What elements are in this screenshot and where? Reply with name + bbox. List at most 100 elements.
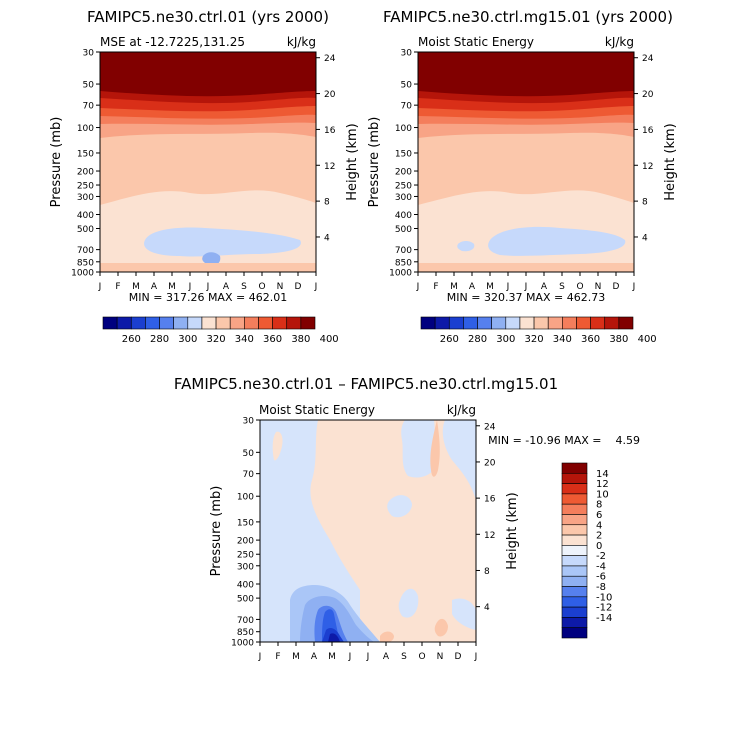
y2-tick-label: 24 (484, 422, 496, 432)
colorbar-label: 320 (525, 334, 544, 345)
y-tick-label: 70 (243, 470, 255, 480)
colorbar-swatch (463, 316, 478, 330)
x-tick-label: M (168, 282, 176, 292)
colorbar-swatch (434, 316, 450, 330)
colorbar-swatch (561, 503, 588, 515)
band-top (418, 52, 634, 97)
colorbar-label: -4 (596, 561, 606, 572)
colorbar-label: 400 (638, 334, 657, 345)
x-tick-label: J (632, 282, 636, 292)
colorbar-label: 280 (150, 334, 169, 345)
colorbar-swatch (618, 316, 634, 330)
colorbar-swatch (547, 316, 563, 330)
colorbar-swatch (604, 316, 620, 330)
colorbar-label: 12 (596, 479, 609, 490)
y2-tick-label: 16 (484, 495, 496, 505)
colorbar-label: 340 (235, 334, 254, 345)
y2-tick-label: 8 (642, 198, 648, 208)
x-tick-label: J (98, 282, 102, 292)
x-tick-label: A (541, 282, 548, 292)
panel-mg15-subtitle-right: kJ/kg (605, 35, 634, 49)
colorbar-swatch (562, 316, 577, 330)
colorbar-swatch (272, 316, 288, 330)
y2-tick-label: 4 (324, 233, 330, 243)
colorbar-swatch (561, 575, 588, 587)
x-tick-label: J (314, 282, 318, 292)
x-tick-label: J (416, 282, 420, 292)
x-tick-label: J (524, 282, 528, 292)
panel-ctrl-title: FAMIPC5.ne30.ctrl.01 (yrs 2000) (87, 8, 329, 26)
colorbar-swatch (561, 606, 588, 618)
colorbar-label: 280 (468, 334, 487, 345)
x-tick-label: D (455, 652, 462, 662)
colorbar-swatch (258, 316, 273, 330)
y-tick-label: 400 (77, 211, 94, 221)
y-tick-label: 50 (401, 81, 413, 91)
y2-tick-label: 20 (324, 90, 336, 100)
band-300-320b (457, 241, 475, 252)
colorbar-label: 320 (207, 334, 226, 345)
band-300-320 (488, 226, 626, 256)
region-pos-band (430, 420, 440, 477)
panel-mg15-title: FAMIPC5.ne30.ctrl.mg15.01 (yrs 2000) (383, 8, 673, 26)
colorbar-label: 4 (596, 520, 602, 531)
x-tick-label: F (433, 282, 438, 292)
colorbar-swatch (173, 316, 189, 330)
x-tick-label: O (258, 282, 265, 292)
colorbar-swatch (187, 316, 203, 330)
x-tick-label: A (223, 282, 230, 292)
panel-mg15-stats: MIN = 320.37 MAX = 462.73 (447, 291, 605, 304)
x-tick-label: F (275, 652, 280, 662)
y-tick-label: 300 (77, 193, 94, 203)
y-tick-label: 100 (77, 124, 94, 134)
panel-diff-ylabel: Pressure (mb) (209, 486, 224, 577)
y-tick-label: 850 (77, 258, 94, 268)
y-tick-label: 300 (395, 193, 412, 203)
panel-ctrl: FAMIPC5.ne30.ctrl.01 (yrs 2000) MSE at -… (49, 8, 360, 345)
x-tick-label: J (506, 282, 510, 292)
region-neg-small (387, 495, 412, 518)
y2-tick-label: 12 (484, 531, 495, 541)
colorbar-swatch (420, 316, 436, 330)
colorbar-swatch (561, 524, 588, 536)
x-tick-label: N (277, 282, 284, 292)
colorbar-swatch (505, 316, 521, 330)
panel-diff-y2label: Height (km) (505, 492, 520, 569)
band-top (100, 52, 316, 97)
y-tick-label: 700 (395, 246, 412, 256)
panel-ctrl-subtitle-left: MSE at -12.7225,131.25 (100, 35, 245, 49)
x-tick-label: F (115, 282, 120, 292)
panel-mg15-field (418, 52, 634, 272)
y2-tick-label: 20 (484, 458, 496, 468)
x-tick-label: A (151, 282, 158, 292)
panel-mg15-y2label: Height (km) (663, 123, 678, 200)
panel-ctrl-subtitle-right: kJ/kg (287, 35, 316, 49)
x-tick-label: J (474, 652, 478, 662)
y2-tick-label: 24 (642, 54, 654, 64)
x-tick-label: M (132, 282, 140, 292)
colorbar-label: 360 (263, 334, 282, 345)
panel-diff-title: FAMIPC5.ne30.ctrl.01 – FAMIPC5.ne30.ctrl… (174, 375, 558, 393)
region-neg-mid (398, 588, 419, 618)
panel-ctrl-ylabel: Pressure (mb) (49, 117, 64, 208)
colorbar-label: 380 (609, 334, 628, 345)
x-tick-label: J (188, 282, 192, 292)
colorbar-label: 400 (320, 334, 339, 345)
colorbar-swatch (561, 586, 588, 598)
y-tick-label: 700 (77, 246, 94, 256)
region-pos-surface-a (380, 631, 394, 642)
colorbar-label: -14 (596, 613, 612, 624)
panel-ctrl-field (100, 52, 316, 272)
x-tick-label: J (258, 652, 262, 662)
x-tick-label: O (576, 282, 583, 292)
y2-tick-label: 12 (324, 162, 335, 172)
y2-tick-label: 16 (642, 126, 654, 136)
x-tick-label: S (241, 282, 247, 292)
colorbar-swatch (286, 316, 302, 330)
colorbar-label: 300 (178, 334, 197, 345)
x-tick-label: J (366, 652, 370, 662)
region-pos-surface-b (434, 618, 448, 637)
colorbar-label: 380 (291, 334, 310, 345)
y-tick-label: 850 (237, 628, 254, 638)
x-tick-label: N (437, 652, 444, 662)
